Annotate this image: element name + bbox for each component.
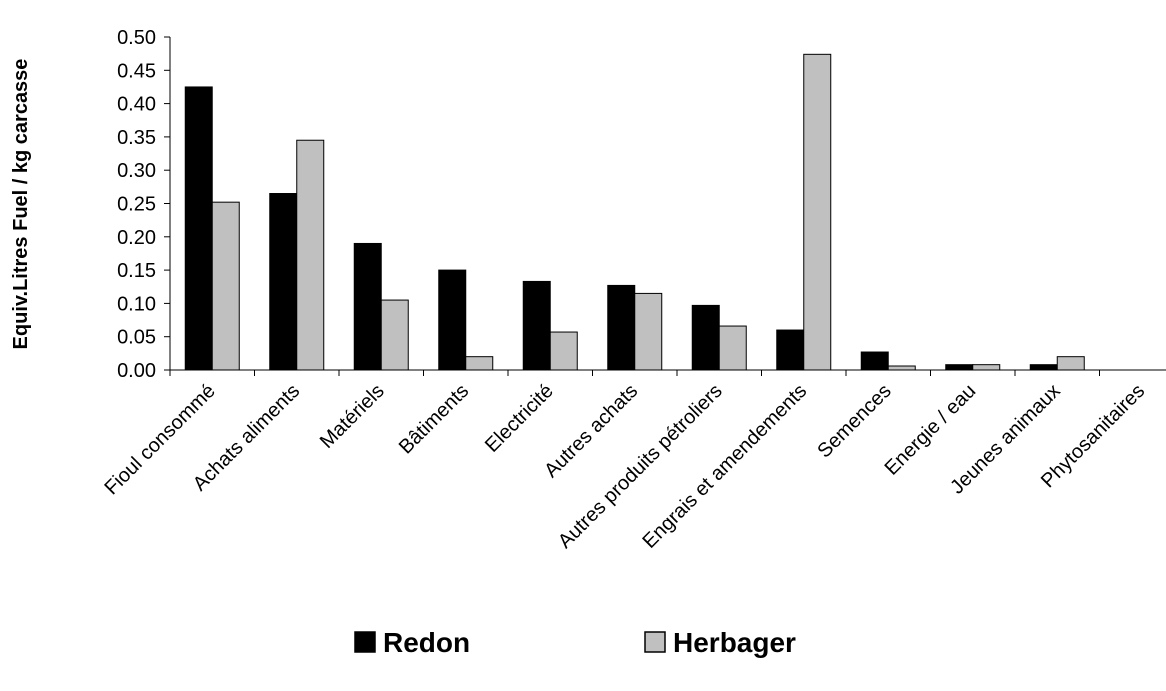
y-tick-label: 0.50 xyxy=(117,27,156,49)
bar-redon-10 xyxy=(1029,364,1058,371)
y-tick-label: 0.10 xyxy=(117,293,156,315)
axes xyxy=(169,37,1166,376)
bar-redon-9 xyxy=(945,364,974,371)
category-label: Bâtiments xyxy=(395,380,473,458)
bar-redon-6 xyxy=(691,304,720,371)
y-tick-label: 0.20 xyxy=(117,227,156,249)
bars xyxy=(184,53,1085,371)
y-tick-label: 0.25 xyxy=(117,194,156,216)
legend-label-herbager: Herbager xyxy=(673,627,796,658)
y-tick-label: 0.00 xyxy=(117,360,156,382)
y-tick-label: 0.40 xyxy=(117,94,156,116)
bar-herbager-4 xyxy=(549,331,578,371)
y-tick-label: 0.15 xyxy=(117,260,156,282)
bar-herbager-1 xyxy=(296,139,325,371)
y-tick-label: 0.05 xyxy=(117,327,156,349)
bar-herbager-7 xyxy=(803,53,832,371)
bar-herbager-9 xyxy=(972,364,1001,371)
y-tick-label: 0.30 xyxy=(117,160,156,182)
y-tick-label: 0.35 xyxy=(117,127,156,149)
legend: Redon Herbager xyxy=(354,627,796,658)
y-tick-label: 0.45 xyxy=(117,60,156,82)
category-label: Semences xyxy=(813,380,895,462)
bar-redon-7 xyxy=(776,329,805,371)
bar-redon-0 xyxy=(184,86,213,371)
bar-herbager-2 xyxy=(380,299,409,371)
y-axis-ticks: 0.00 0.05 0.10 0.15 0.20 0.25 0.30 0.35 0.40 0.45… xyxy=(117,27,170,382)
legend-label-redon: Redon xyxy=(383,627,470,658)
category-label: Engrais et amendements xyxy=(639,380,812,553)
bar-herbager-3 xyxy=(465,356,494,371)
bar-herbager-10 xyxy=(1056,356,1085,371)
bar-redon-5 xyxy=(607,284,636,371)
bar-herbager-6 xyxy=(718,325,747,371)
bar-herbager-8 xyxy=(887,365,916,371)
category-label: Matériels xyxy=(316,380,389,453)
bar-redon-2 xyxy=(353,242,382,371)
legend-swatch-herbager xyxy=(644,631,666,653)
category-label: Autres produits pétroliers xyxy=(554,380,727,553)
bar-redon-1 xyxy=(269,193,298,371)
bar-redon-3 xyxy=(438,269,467,371)
category-label: Electricité xyxy=(481,380,558,457)
bar-herbager-0 xyxy=(211,201,240,371)
bar-redon-8 xyxy=(860,351,889,371)
y-axis-label: Equiv.Litres Fuel / kg carcasse xyxy=(10,59,32,350)
bar-herbager-5 xyxy=(634,292,663,371)
legend-swatch-redon xyxy=(354,631,376,653)
bar-redon-4 xyxy=(522,280,551,371)
